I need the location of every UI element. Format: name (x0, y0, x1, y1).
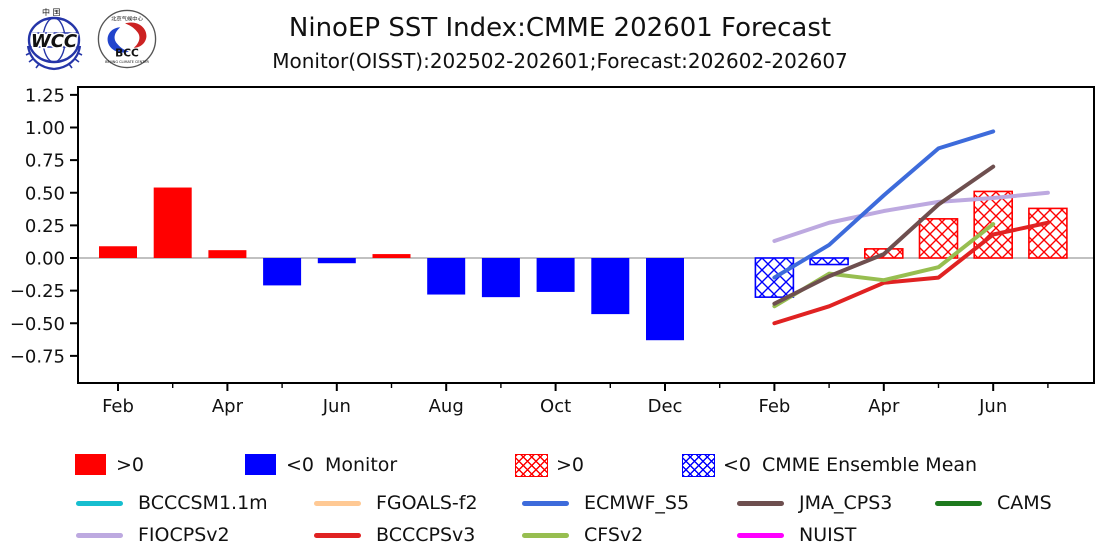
x-tick-label: Apr (868, 396, 900, 417)
monitor-bar (372, 254, 411, 258)
legend-line-fiocps (76, 533, 123, 538)
forecast-line-BCCCPSv3 (772, 220, 1050, 326)
laurel-right (53, 45, 82, 71)
y-tick-label: 0.00 (25, 249, 65, 270)
monitor-bar (153, 187, 192, 258)
bcc-logo-bottom-text: BEIJING CLIMATE CENTER (105, 60, 149, 64)
forecast-line-CFSv2 (772, 222, 996, 309)
x-tick-label: Jun (322, 396, 351, 417)
monitor-bar (427, 258, 466, 295)
bcc-swirl-blue (107, 27, 129, 53)
legend-label-negative-bar: <0 (286, 454, 315, 476)
forecast-bar (918, 218, 959, 259)
legend-swatch-negative-bar (245, 454, 276, 475)
forecast-bar (809, 257, 849, 266)
legend-line-bcccsm (76, 501, 123, 506)
legend-label-fiocps: FIOCPSv2 (138, 524, 230, 546)
legend-label-ecmwf: ECMWF_S5 (584, 492, 690, 514)
legend-label-bcccsm: BCCCSM1.1m (138, 492, 268, 514)
x-tick-label: Apr (212, 396, 244, 417)
legend-line-jma (737, 501, 784, 506)
legend-label-cmme-ensemble-mean: CMME Ensemble Mean (762, 454, 978, 476)
page-subtitle: Monitor(OISST):202502-202601;Forecast:20… (272, 49, 848, 73)
bcc-swirl-red (125, 22, 147, 48)
monitor-bar (591, 258, 630, 315)
legend-label-monitor: Monitor (325, 454, 398, 476)
ncc-logo-top-text: 中 国 (42, 7, 61, 17)
monitor-bar (317, 258, 356, 264)
legend-label-positive-bar: >0 (116, 454, 145, 476)
y-tick-label: −0.25 (10, 281, 65, 302)
forecast-line-ECMWF_S5 (772, 129, 996, 280)
y-tick-label: 1.25 (25, 85, 65, 106)
y-tick-label: 0.50 (25, 183, 65, 204)
forecast-line-FIOCPSv2 (772, 190, 1050, 244)
monitor-bar (536, 258, 575, 292)
monitor-bar (208, 250, 247, 258)
x-tick-label: Oct (540, 396, 571, 417)
y-tick-label: −0.50 (10, 314, 65, 335)
bcc-logo: 北京气候中心 BCC BEIJING CLIMATE CENTER (97, 9, 157, 69)
x-tick-label: Aug (429, 396, 464, 417)
legend-swatch-positive-forecast-bar (515, 454, 548, 477)
legend-swatch-negative-forecast-bar (682, 454, 715, 477)
legend-label-jma: JMA_CPS3 (799, 492, 893, 514)
legend-line-ecmwf (522, 501, 569, 506)
laurel-left (26, 45, 55, 71)
forecast-bar (973, 190, 1014, 259)
legend-label-cfsv2: CFSv2 (584, 524, 644, 546)
legend-line-cfsv2 (522, 533, 569, 538)
bcc-logo-text: BCC (115, 46, 139, 59)
legend-label-fgoals: FGOALS-f2 (376, 492, 478, 514)
y-tick-label: 0.75 (25, 151, 65, 172)
legend-line-cams (935, 501, 982, 506)
y-tick-label: 0.25 (25, 216, 65, 237)
plot-border (77, 86, 1095, 384)
monitor-bar (263, 258, 302, 286)
y-tick-label: −0.75 (10, 346, 65, 367)
monitor-bar (646, 258, 684, 341)
legend-line-fgoals (314, 501, 361, 506)
legend-line-nuist (737, 533, 784, 538)
page-title: NinoEP SST Index:CMME 202601 Forecast (288, 13, 832, 43)
legend-line-bcccps (314, 533, 361, 538)
ncc-logo-text: WCC (31, 31, 78, 52)
ncc-wmo-logo: 中 国 WCC (25, 7, 83, 71)
legend-label-negative-forecast-bar: <0 (723, 454, 752, 476)
legend-label-cams: CAMS (997, 492, 1052, 514)
y-tick-label: 1.00 (25, 118, 65, 139)
forecast-bar (863, 248, 904, 259)
monitor-bar (481, 258, 520, 298)
legend-label-nuist: NUIST (799, 524, 857, 546)
x-tick-label: Dec (648, 396, 683, 417)
monitor-bar (99, 246, 137, 258)
forecast-bar (754, 257, 795, 298)
forecast-line-JMA_CPS3 (772, 164, 996, 306)
x-tick-label: Feb (102, 396, 134, 417)
x-tick-label: Jun (978, 396, 1007, 417)
legend-swatch-positive-bar (75, 454, 106, 475)
x-tick-label: Feb (758, 396, 790, 417)
bcc-logo-top-text: 北京气候中心 (111, 15, 144, 23)
legend-label-bcccps: BCCCPSv3 (376, 524, 476, 546)
legend-label-positive-forecast-bar: >0 (556, 454, 585, 476)
forecast-bar (1028, 207, 1068, 259)
